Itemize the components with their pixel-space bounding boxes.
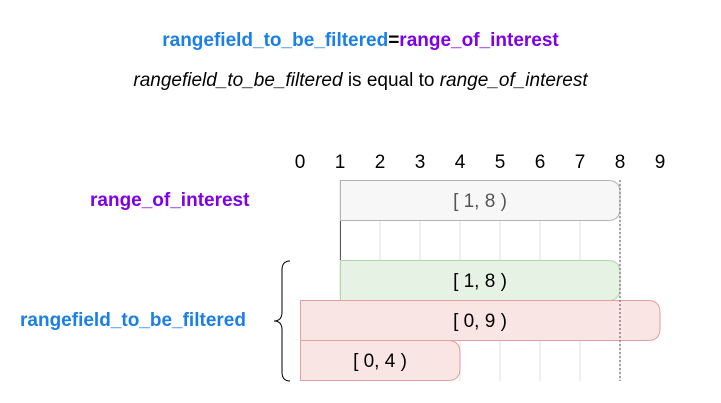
axis-tick-label: 4: [455, 152, 466, 173]
range-bars: [ 1, 8 ) [ 1, 8 ) [ 0, 9 ) [ 0, 4 ): [300, 180, 661, 381]
title-field: rangefield_to_be_filtered: [162, 30, 389, 51]
rangefield-label: rangefield_to_be_filtered: [20, 310, 246, 331]
range-bar-label: [ 0, 4 ): [353, 351, 407, 372]
range-bar-label: [ 1, 8 ): [453, 191, 507, 212]
axis-tick-label: 2: [375, 152, 386, 173]
subtitle-middle: is equal to: [342, 70, 440, 91]
range-bar-nomatch: [300, 340, 461, 381]
subtitle-field: rangefield_to_be_filtered: [133, 70, 343, 91]
axis-tick-label: 7: [575, 152, 586, 173]
title-operator: =: [388, 30, 400, 51]
range-bar-label: [ 1, 8 ): [453, 271, 507, 292]
range-bar-nomatch: [300, 300, 661, 341]
axis-tick-label: 5: [495, 152, 506, 173]
subtitle-range: range_of_interest: [439, 70, 588, 91]
axis-tick-label: 6: [535, 152, 546, 173]
brace-icon: [273, 260, 291, 382]
page-subtitle: rangefield_to_be_filtered is equal to ra…: [0, 70, 721, 92]
axis-tick-label: 9: [655, 152, 666, 173]
range-of-interest-label: range_of_interest: [90, 190, 250, 211]
axis-tick-label: 3: [415, 152, 426, 173]
page-title: rangefield_to_be_filtered=range_of_inter…: [0, 30, 721, 52]
range-bar-label: [ 0, 9 ): [453, 311, 507, 332]
axis-ticks: 0 1 2 3 4 5 6 7 8 9: [295, 152, 666, 173]
axis-tick-label: 1: [335, 152, 346, 173]
title-range: range_of_interest: [399, 30, 559, 51]
axis-tick-label: 8: [615, 152, 626, 173]
axis-tick-label: 0: [295, 152, 306, 173]
